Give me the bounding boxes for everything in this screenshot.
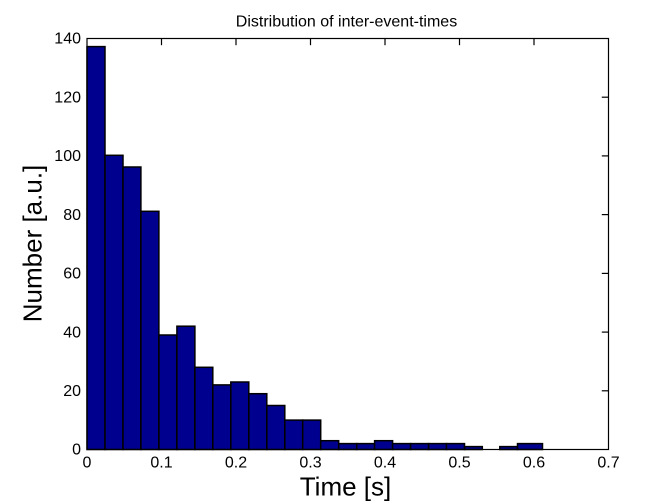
svg-text:0.4: 0.4 — [374, 455, 396, 472]
svg-text:80: 80 — [63, 207, 81, 224]
svg-text:0.3: 0.3 — [299, 455, 321, 472]
svg-text:0: 0 — [83, 455, 92, 472]
svg-text:40: 40 — [63, 324, 81, 341]
svg-text:20: 20 — [63, 383, 81, 400]
svg-text:Time [s]: Time [s] — [300, 471, 391, 501]
svg-text:Number [a.u.]: Number [a.u.] — [18, 165, 48, 323]
svg-text:Distribution of inter-event-ti: Distribution of inter-event-times — [236, 14, 457, 31]
svg-text:0.1: 0.1 — [150, 455, 172, 472]
svg-text:0.5: 0.5 — [448, 455, 470, 472]
svg-text:60: 60 — [63, 266, 81, 283]
svg-text:0.7: 0.7 — [597, 455, 619, 472]
svg-text:0.6: 0.6 — [523, 455, 545, 472]
svg-text:100: 100 — [54, 148, 81, 165]
svg-text:0.2: 0.2 — [225, 455, 247, 472]
svg-text:0: 0 — [72, 442, 81, 459]
svg-text:140: 140 — [54, 31, 81, 48]
svg-text:120: 120 — [54, 89, 81, 106]
